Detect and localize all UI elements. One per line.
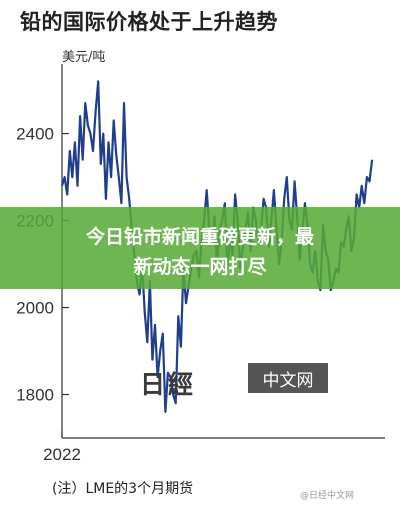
headline-banner-text: 今日铅市新闻重磅更新，最 新动态一网打尽 [0,222,400,282]
y-axis-unit: 美元/吨 [62,50,106,65]
headline-line-2: 新动态一网打尽 [133,256,267,278]
y-tick-label: 2400 [16,125,54,144]
watermark-box-text: 中文网 [262,371,314,391]
x-tick-label: 2022 [43,445,81,464]
watermark-box [248,363,328,393]
source-credit: @日经中文网 [300,491,355,501]
watermark-logo: 日經 [140,365,196,401]
watermark-logo-text: 日經 [140,370,197,399]
y-tick-label: 2000 [16,299,54,318]
chart-title: 铅的国际价格处于上升趋势 [20,10,278,34]
headline-line-1: 今日铅市新闻重磅更新，最 [85,226,314,248]
y-tick-label: 1800 [16,386,54,405]
chart-footnote: (注）LME的3个月期货 [52,481,194,497]
headline-banner [0,207,400,289]
